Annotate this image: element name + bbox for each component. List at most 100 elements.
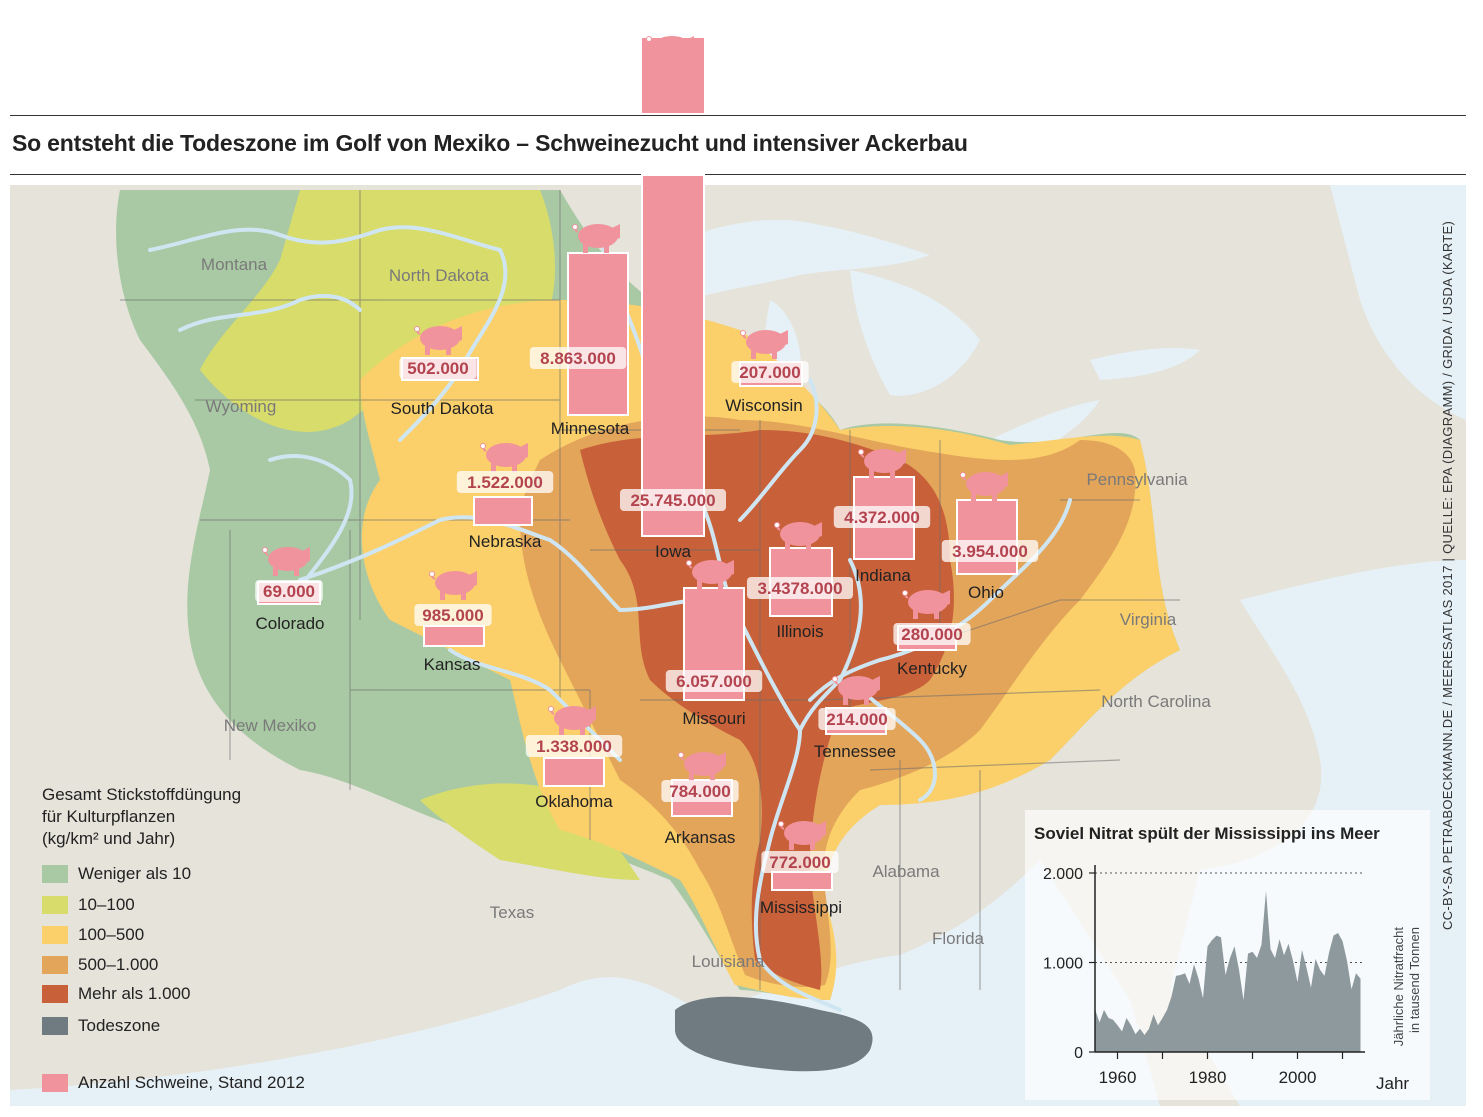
- pig-bar: [567, 252, 629, 416]
- pig-count: 214.000: [826, 710, 887, 729]
- state-name: Mississippi: [760, 898, 842, 917]
- zone-10-100-north: [200, 190, 555, 432]
- headline-rule: [10, 174, 1466, 175]
- pig-bar: [473, 496, 533, 526]
- pig-count-bg: [525, 735, 623, 757]
- legend-label: Mehr als 1.000: [78, 984, 191, 1003]
- pig-count-bg: [893, 623, 971, 645]
- legend-label: 500–1.000: [78, 955, 159, 974]
- state-pig-group: 280.000 Kentucky: [893, 590, 971, 678]
- pig-count: 8.863.000: [540, 349, 616, 368]
- nitrate-chart: Soviel Nitrat spült der Mississippi ins …: [1034, 824, 1422, 1093]
- legend-swatch: [42, 865, 68, 883]
- state-pig-group: 207.000 Wisconsin: [725, 330, 809, 415]
- pig-count: 1.522.000: [467, 473, 543, 492]
- state-pig-group: 772.000 Mississippi: [760, 821, 842, 917]
- credit: CC-BY-SA PETRABOECKMANN.DE / MEERESATLAS…: [1440, 220, 1455, 930]
- legend-swatch: [42, 896, 68, 914]
- legend-item-mehr-als-1000: Mehr als 1.000: [42, 984, 190, 1004]
- pig-bar: [641, 174, 705, 537]
- legend-title-line: für Kulturpflanzen: [42, 807, 176, 826]
- region-label: Montana: [201, 255, 268, 274]
- pig-icon: [429, 571, 477, 600]
- pig-icon: [858, 449, 906, 478]
- pig-icon: [960, 472, 1008, 501]
- legend-label: Anzahl Schweine, Stand 2012: [78, 1073, 305, 1092]
- pig-icon: [774, 522, 822, 551]
- pig-count-bg: [456, 471, 554, 493]
- region-label: Pennsylvania: [1086, 470, 1188, 489]
- legend-title-line: Gesamt Stickstoffdüngung: [42, 785, 242, 804]
- pig-count: 280.000: [901, 625, 962, 644]
- legend-label: 100–500: [78, 925, 145, 944]
- region-label: Alabama: [872, 862, 940, 881]
- region-label: North Dakota: [389, 266, 490, 285]
- pig-count: 1.338.000: [536, 737, 612, 756]
- chart-xtick-label: 1960: [1099, 1068, 1137, 1087]
- state-name: Illinois: [776, 622, 823, 641]
- legend-item-10-100: 10–100: [42, 895, 135, 915]
- pig-bar: [543, 757, 605, 787]
- legend-item-todeszone: Todeszone: [42, 1016, 160, 1036]
- pig-icon: [548, 706, 596, 735]
- state-pig-group: 502.000 South Dakota: [390, 326, 494, 418]
- state-pig-group: 1.522.000 Nebraska: [456, 443, 554, 551]
- pig-bar: [771, 871, 833, 891]
- pig-count: 3.4378.000: [757, 579, 842, 598]
- chart-grid: [1095, 872, 1365, 963]
- chart-xlabel: Jahr: [1376, 1074, 1409, 1093]
- state-name: Nebraska: [469, 532, 542, 551]
- top-rule: [10, 115, 1466, 116]
- pig-count-bg: [255, 580, 323, 602]
- region-label: Virginia: [1120, 610, 1177, 629]
- legend-item-weniger-als-10: Weniger als 10: [42, 864, 191, 884]
- state-pig-group: 214.000 Tennessee: [814, 676, 896, 761]
- pig-count-bg: [818, 708, 896, 730]
- chart-axes: 0 1.000 2.000 1960 1980 2000: [1043, 865, 1365, 1087]
- pig-count-bg: [761, 851, 839, 873]
- pig-count: 784.000: [669, 782, 730, 801]
- lake-ontario: [1090, 348, 1200, 380]
- chart-xtick-label: 1980: [1189, 1068, 1227, 1087]
- region-labels: Montana North Dakota Wyoming New Mexiko …: [201, 255, 1211, 971]
- state-pig-group: 985.000 Kansas: [414, 571, 492, 674]
- state-name: Colorado: [256, 614, 325, 633]
- state-name: Kentucky: [897, 659, 967, 678]
- legend-swatch: [42, 985, 68, 1003]
- region-label: New Mexiko: [224, 716, 317, 735]
- pig-count-bg: [529, 347, 627, 369]
- pig-icon: [778, 821, 826, 850]
- legend-swatch: [42, 926, 68, 944]
- region-label: Louisiana: [692, 952, 765, 971]
- pig-count: 3.954.000: [952, 542, 1028, 561]
- zone-mehr-als-1000: [580, 430, 954, 990]
- pig-icon: [686, 560, 734, 589]
- pig-count-bg: [731, 361, 809, 383]
- pig-icon: [414, 326, 462, 355]
- pig-icon: [480, 443, 528, 472]
- state-pig-group: 1.338.000 Oklahoma: [525, 706, 623, 811]
- state-name: Oklahoma: [535, 792, 613, 811]
- legend-label: Weniger als 10: [78, 864, 192, 883]
- pig-count: 207.000: [739, 363, 800, 382]
- lake-huron: [850, 270, 980, 396]
- state-name: Tennessee: [814, 742, 896, 761]
- pig-icon: [262, 547, 310, 576]
- pig-count-bg: [941, 540, 1039, 562]
- region-label: Texas: [490, 903, 534, 922]
- state-name: Iowa: [655, 542, 691, 561]
- state-name: South Dakota: [390, 399, 494, 418]
- pig-icon: [902, 590, 950, 619]
- state-name: Wisconsin: [725, 396, 802, 415]
- gulf-of-mexico: [10, 860, 1160, 1106]
- pig-count: 6.057.000: [676, 672, 752, 691]
- todeszone: [675, 996, 873, 1072]
- chart-ytick-label: 2.000: [1043, 866, 1083, 883]
- state-name: Missouri: [682, 709, 745, 728]
- pig-icon: [572, 224, 620, 253]
- pig-count: 502.000: [407, 359, 468, 378]
- pig-count-bg: [414, 604, 492, 626]
- legend: Gesamt Stickstoffdüngung für Kulturpflan…: [42, 784, 305, 1092]
- state-pig-group: 8.863.000 Minnesota: [529, 224, 630, 438]
